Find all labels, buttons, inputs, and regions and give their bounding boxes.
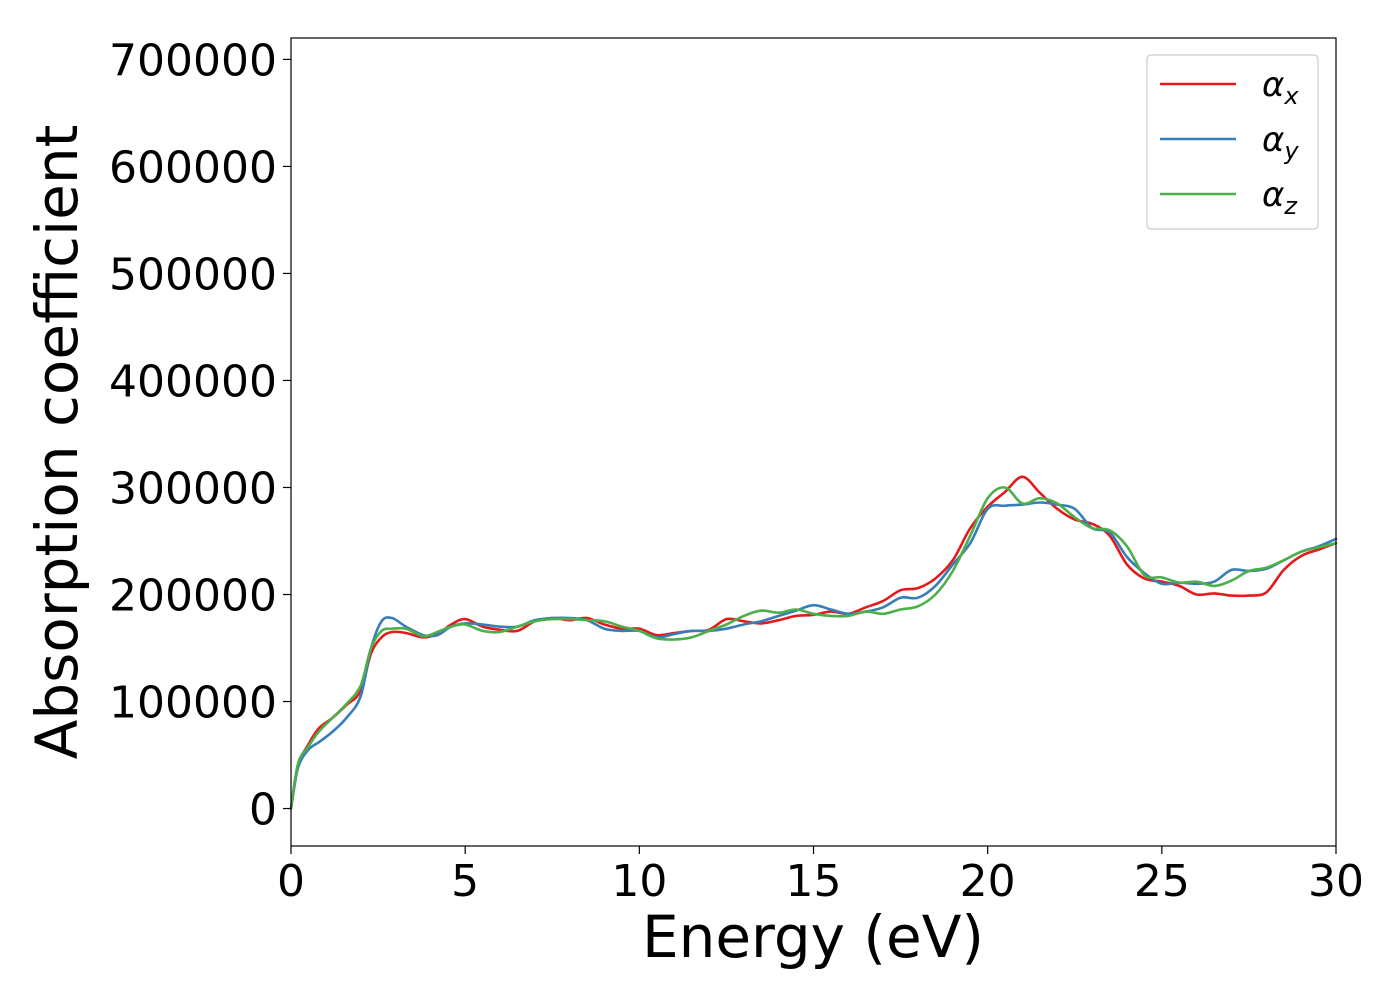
x-tick-label: 5 <box>451 856 479 907</box>
y-tick-label: 0 <box>249 785 277 836</box>
legend-box <box>1146 54 1319 230</box>
x-tick-label: 15 <box>786 856 842 907</box>
series-line-alpha-x <box>289 475 1338 810</box>
x-tick-label: 30 <box>1308 856 1364 907</box>
x-tick-label: 10 <box>611 856 667 907</box>
x-tick-label: 25 <box>1134 856 1190 907</box>
series-line-alpha-z <box>289 486 1338 810</box>
x-axis-title: Energy (eV) <box>642 903 984 971</box>
y-axis-title: Absorption coefficient <box>23 125 91 760</box>
y-tick-label: 600000 <box>109 142 277 193</box>
y-tick-label: 300000 <box>109 463 277 514</box>
y-axis-ticks: 0 100000 200000 300000 400000 500000 600000 700… <box>109 35 291 836</box>
x-tick-label: 0 <box>277 856 305 907</box>
x-axis-ticks: 0 5 10 15 20 25 30 <box>277 846 1364 907</box>
x-tick-label: 20 <box>960 856 1016 907</box>
series-layer <box>289 475 1338 810</box>
y-tick-label: 100000 <box>109 678 277 729</box>
y-tick-label: 500000 <box>109 249 277 300</box>
y-tick-label: 200000 <box>109 571 277 622</box>
y-tick-label: 400000 <box>109 356 277 407</box>
y-tick-label: 700000 <box>109 35 277 86</box>
